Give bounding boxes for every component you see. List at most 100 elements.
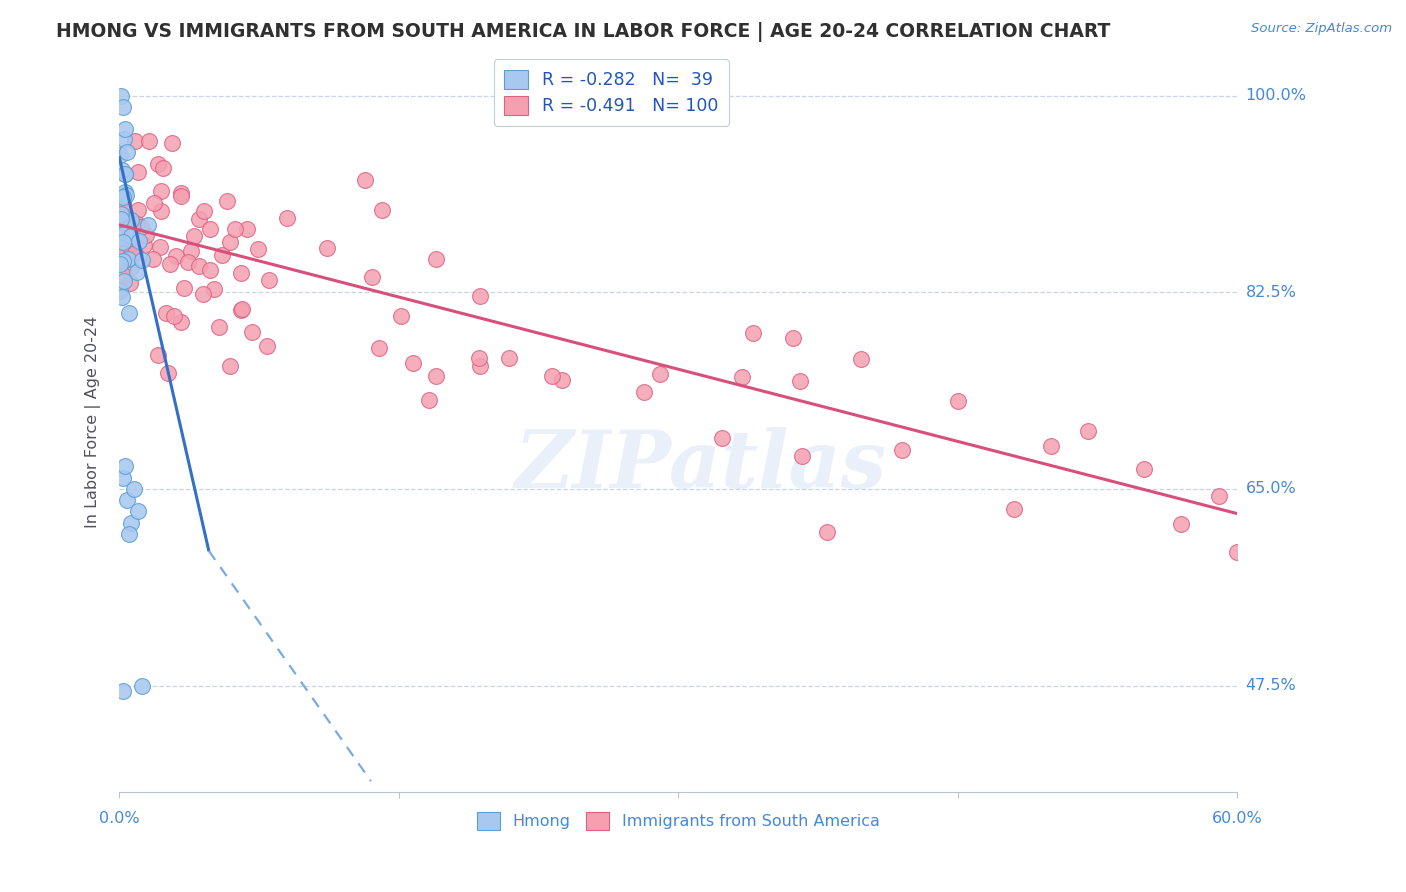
Point	[114, 186, 136, 200]
Point	[114, 226, 136, 240]
Point	[117, 252, 139, 267]
Point	[815, 524, 838, 539]
Point	[163, 309, 186, 323]
Point	[389, 309, 412, 323]
Point	[155, 306, 177, 320]
Point	[468, 289, 491, 303]
Point	[240, 326, 263, 340]
Point	[143, 195, 166, 210]
Point	[157, 366, 180, 380]
Point	[112, 684, 135, 698]
Text: ZIPatlas: ZIPatlas	[515, 427, 887, 505]
Point	[149, 240, 172, 254]
Point	[218, 235, 240, 249]
Point	[165, 249, 187, 263]
Point	[160, 136, 183, 150]
Point	[127, 504, 149, 518]
Point	[129, 219, 152, 234]
Point	[1170, 516, 1192, 531]
Point	[112, 274, 135, 288]
Point	[108, 147, 131, 161]
Point	[188, 260, 211, 274]
Point	[1226, 544, 1249, 558]
Point	[402, 357, 425, 371]
Point	[112, 268, 135, 283]
Point	[112, 250, 135, 264]
Point	[120, 516, 142, 530]
Point	[115, 188, 138, 202]
Point	[648, 367, 671, 381]
Point	[231, 301, 253, 316]
Point	[125, 217, 148, 231]
Point	[111, 253, 134, 268]
Point	[142, 252, 165, 267]
Point	[742, 326, 765, 341]
Point	[128, 234, 150, 248]
Point	[110, 207, 132, 221]
Point	[711, 431, 734, 445]
Point	[368, 341, 391, 355]
Point	[207, 320, 229, 334]
Point	[135, 227, 157, 242]
Point	[111, 290, 134, 304]
Point	[257, 273, 280, 287]
Point	[122, 482, 145, 496]
Point	[1077, 424, 1099, 438]
Point	[468, 359, 491, 373]
Point	[418, 392, 440, 407]
Text: HMONG VS IMMIGRANTS FROM SOUTH AMERICA IN LABOR FORCE | AGE 20-24 CORRELATION CH: HMONG VS IMMIGRANTS FROM SOUTH AMERICA I…	[56, 22, 1111, 42]
Point	[121, 260, 143, 274]
Point	[114, 167, 136, 181]
Point	[231, 266, 253, 280]
Point	[946, 394, 969, 409]
Text: 0.0%: 0.0%	[98, 811, 139, 826]
Point	[792, 449, 814, 463]
Point	[146, 157, 169, 171]
Point	[118, 526, 141, 541]
Point	[256, 339, 278, 353]
Point	[112, 245, 135, 260]
Point	[112, 201, 135, 215]
Point	[200, 221, 222, 235]
Point	[169, 315, 191, 329]
Point	[121, 228, 143, 243]
Point	[111, 163, 134, 178]
Point	[110, 88, 132, 103]
Point	[127, 165, 149, 179]
Point	[131, 679, 153, 693]
Point	[316, 241, 339, 255]
Point	[112, 208, 135, 222]
Point	[169, 188, 191, 202]
Point	[148, 348, 170, 362]
Point	[1039, 439, 1062, 453]
Point	[127, 202, 149, 217]
Point	[1208, 489, 1230, 503]
Point	[108, 256, 131, 270]
Text: 100.0%: 100.0%	[1246, 88, 1306, 103]
Point	[849, 352, 872, 367]
Point	[354, 173, 377, 187]
Point	[224, 222, 246, 236]
Point	[1002, 502, 1025, 516]
Point	[198, 262, 221, 277]
Point	[124, 246, 146, 260]
Text: 47.5%: 47.5%	[1246, 678, 1296, 693]
Point	[246, 242, 269, 256]
Legend: Hmong, Immigrants from South America: Hmong, Immigrants from South America	[471, 806, 886, 836]
Point	[467, 351, 489, 366]
Point	[173, 281, 195, 295]
Point	[122, 244, 145, 259]
Point	[149, 184, 172, 198]
Point	[115, 145, 138, 159]
Point	[131, 252, 153, 267]
Point	[202, 282, 225, 296]
Point	[183, 229, 205, 244]
Point	[219, 359, 242, 373]
Point	[498, 351, 520, 365]
Point	[361, 270, 384, 285]
Point	[114, 167, 136, 181]
Point	[108, 284, 131, 298]
Point	[789, 375, 811, 389]
Point	[112, 235, 135, 249]
Point	[211, 248, 233, 262]
